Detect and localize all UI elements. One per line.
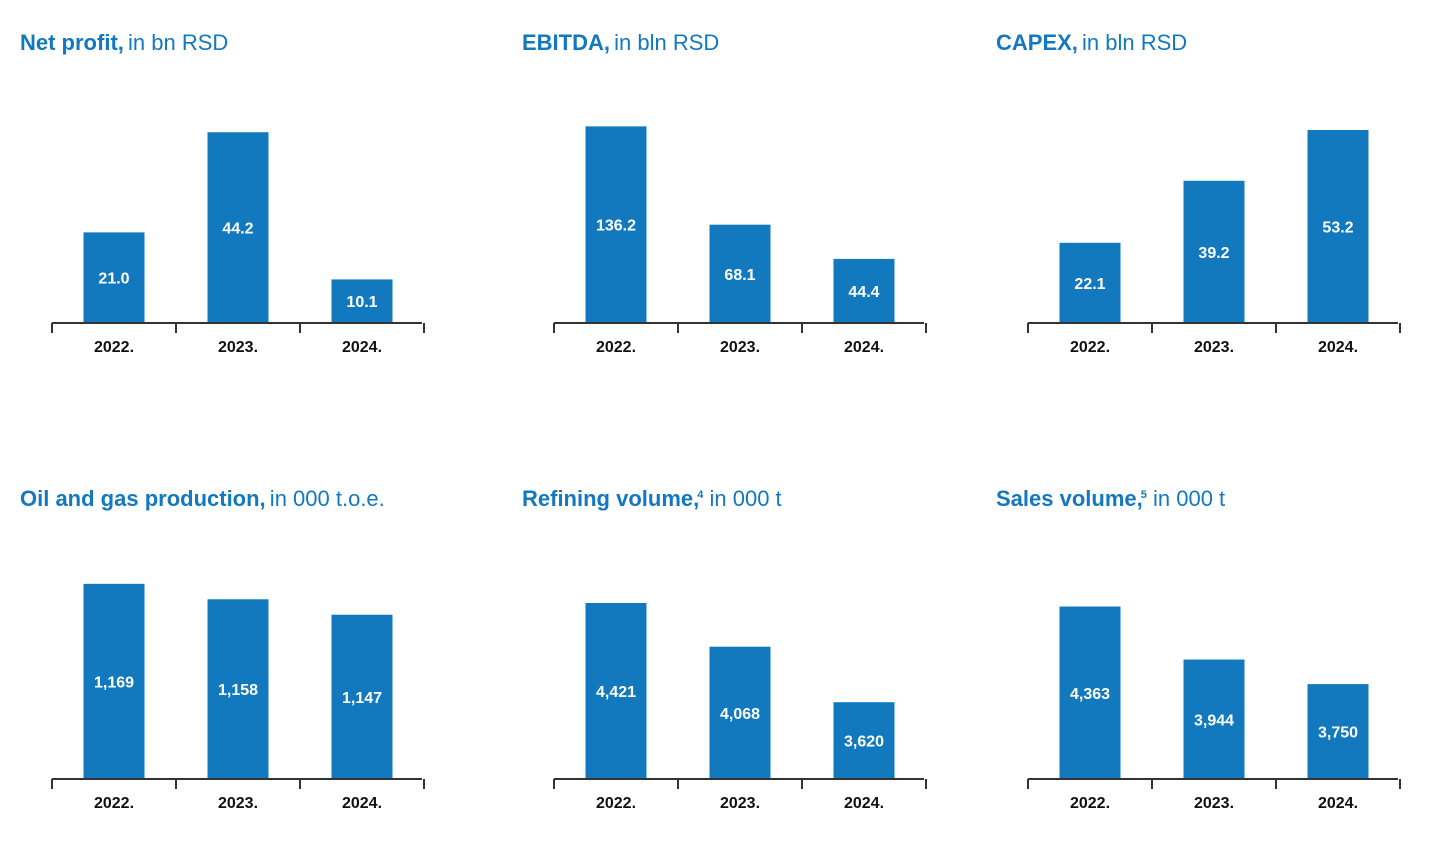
x-tick-label: 2022. (596, 339, 636, 356)
bar (709, 646, 771, 779)
chart-title: Refining volume,4 in 000 t (522, 484, 782, 514)
data-label: 3,944 (1194, 712, 1234, 729)
bar (83, 232, 145, 323)
chart-unit: in bln RSD (608, 30, 720, 55)
chart-plot: 1,169 2022. 1,158 2023. 1,147 2024. (51, 583, 425, 812)
bar (709, 224, 771, 323)
chart-title-text: Net profit, (20, 30, 124, 55)
data-label: 3,620 (844, 734, 884, 751)
chart-unit: in 000 t (1146, 486, 1226, 511)
bar (585, 602, 647, 779)
chart-title: Net profit, in bn RSD (20, 28, 228, 58)
x-tick-label: 2024. (1318, 339, 1358, 356)
chart-title: CAPEX, in bln RSD (996, 28, 1187, 58)
chart-title: EBITDA, in bln RSD (522, 28, 719, 58)
data-label: 21.0 (98, 271, 129, 288)
chart-unit: in bn RSD (121, 30, 229, 55)
data-label: 136.2 (596, 218, 636, 235)
data-label: 68.1 (724, 267, 755, 284)
chart-title: Oil and gas production, in 000 t.o.e. (20, 484, 385, 514)
chart-title-text: EBITDA, (522, 30, 610, 55)
chart-title-text: Oil and gas production, (20, 486, 266, 511)
data-label: 4,068 (720, 706, 760, 723)
x-tick-label: 2023. (720, 339, 760, 356)
chart-net-profit: Net profit, in bn RSD 21.0 2022. 44.2 2023.… (20, 28, 425, 408)
data-label: 1,158 (218, 682, 258, 699)
data-label: 1,169 (94, 674, 134, 691)
bar (833, 258, 895, 323)
bar (331, 614, 393, 779)
x-tick-label: 2024. (342, 339, 382, 356)
x-tick-label: 2023. (1194, 795, 1234, 812)
chart-plot: 21.0 2022. 44.2 2023. 10.1 2024. (51, 132, 425, 356)
data-label: 39.2 (1198, 245, 1229, 262)
data-label: 4,421 (596, 684, 636, 701)
data-label: 10.1 (346, 294, 377, 311)
x-tick-label: 2022. (94, 795, 134, 812)
data-label: 3,750 (1318, 725, 1358, 742)
bar (585, 126, 647, 324)
chart-title-footnote: 5 (1140, 488, 1147, 501)
chart-plot: 22.1 2022. 39.2 2023. 53.2 2024. (1027, 129, 1401, 356)
chart-title: Sales volume,5 in 000 t (996, 484, 1225, 514)
x-tick-label: 2024. (844, 339, 884, 356)
data-label: 1,147 (342, 690, 382, 707)
bar (83, 583, 145, 779)
bar (833, 702, 895, 779)
chart-title-footnote: 4 (697, 488, 704, 501)
x-tick-label: 2023. (218, 339, 258, 356)
chart-title-text: Sales volume, (996, 486, 1143, 511)
bar (1307, 129, 1369, 323)
x-tick-label: 2022. (1070, 795, 1110, 812)
data-label: 22.1 (1074, 276, 1105, 293)
x-tick-label: 2023. (720, 795, 760, 812)
x-tick-label: 2024. (342, 795, 382, 812)
chart-plot: 4,363 2022. 3,944 2023. 3,750 2024. (1027, 606, 1401, 812)
chart-unit: in 000 t (703, 486, 782, 511)
data-label: 4,363 (1070, 686, 1110, 703)
data-label: 53.2 (1322, 219, 1353, 236)
bar (331, 279, 393, 323)
x-tick-label: 2022. (94, 339, 134, 356)
chart-title-text: CAPEX, (996, 30, 1078, 55)
chart-plot: 4,421 2022. 4,068 2023. 3,620 2024. (553, 602, 927, 812)
chart-capex: CAPEX, in bln RSD 22.1 2022. 39.2 2023. 53.2… (996, 28, 1401, 408)
bar (207, 599, 269, 779)
x-tick-label: 2023. (1194, 339, 1234, 356)
x-tick-label: 2023. (218, 795, 258, 812)
chart-unit: in 000 t.o.e. (263, 486, 385, 511)
chart-unit: in bln RSD (1075, 30, 1188, 55)
data-label: 44.4 (848, 284, 879, 301)
chart-oil-gas-production: Oil and gas production, in 000 t.o.e. 1,… (20, 484, 425, 864)
bar (1307, 684, 1369, 779)
chart-plot: 136.2 2022. 68.1 2023. 44.4 2024. (553, 126, 927, 356)
x-tick-label: 2024. (1318, 795, 1358, 812)
bar (1059, 242, 1121, 323)
data-label: 44.2 (222, 221, 253, 238)
chart-sales-volume: Sales volume,5 in 000 t 4,363 2022. 3,944 2… (996, 484, 1401, 864)
x-tick-label: 2024. (844, 795, 884, 812)
bar (207, 132, 269, 323)
x-tick-label: 2022. (1070, 339, 1110, 356)
bar (1183, 180, 1245, 323)
chart-title-text: Refining volume, (522, 486, 700, 511)
bar (1183, 659, 1245, 779)
chart-ebitda: EBITDA, in bln RSD 136.2 2022. 68.1 2023. 44… (522, 28, 927, 408)
chart-refining-volume: Refining volume,4 in 000 t 4,421 2022. 4,0… (522, 484, 927, 864)
bar (1059, 606, 1121, 779)
x-tick-label: 2022. (596, 795, 636, 812)
